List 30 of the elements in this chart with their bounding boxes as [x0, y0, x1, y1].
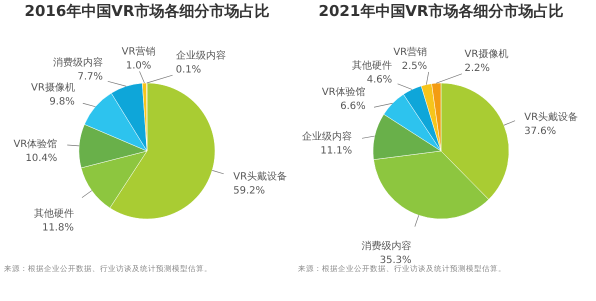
data-label: 37.6%	[524, 126, 556, 137]
slice-label: VR营销	[393, 46, 428, 58]
slice-label: 其他硬件	[34, 207, 74, 220]
data-label: 7.7%	[77, 72, 103, 83]
slice-label: 消费级内容	[52, 56, 103, 69]
data-label: 11.1%	[320, 146, 352, 157]
slice-label: VR营销	[122, 45, 156, 58]
data-label: 10.4%	[25, 153, 58, 164]
data-label: 6.6%	[340, 100, 366, 112]
data-label: 4.6%	[366, 74, 392, 86]
data-label: 2.5%	[402, 61, 428, 72]
data-label: 9.8%	[49, 96, 75, 108]
slice-label: 其他硬件	[352, 59, 392, 72]
chart-title: 2016年中国VR市场各细分市场占比	[24, 2, 270, 20]
data-label: 59.2%	[233, 186, 266, 197]
slice-label: VR摄像机	[30, 81, 75, 94]
slice-label: 企业级内容	[302, 130, 352, 143]
slice-label: VR摄像机	[464, 48, 508, 60]
slice-label: 消费级内容	[362, 240, 412, 252]
slice-label: VR体验馆	[13, 138, 58, 150]
data-label: 35.3%	[380, 255, 412, 266]
chart-title: 2021年中国VR市场各细分市场占比	[318, 2, 564, 20]
data-label: 2.2%	[464, 63, 490, 74]
data-label: 1.0%	[126, 60, 152, 72]
data-label: 0.1%	[176, 64, 202, 76]
data-label: 11.8%	[42, 222, 74, 234]
slice-label: VR头戴设备	[233, 170, 288, 183]
slice-label: 企业级内容	[176, 50, 226, 62]
slice-label: VR头戴设备	[524, 110, 578, 123]
slice-label: VR体验馆	[322, 86, 366, 98]
